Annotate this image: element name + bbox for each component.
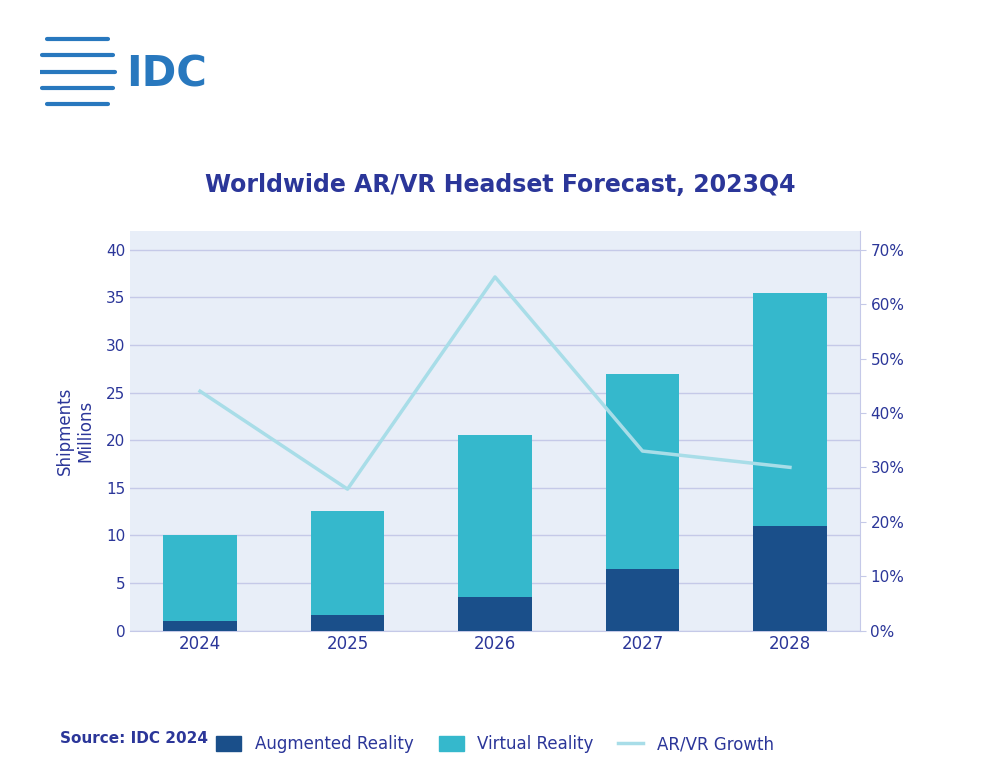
Text: Source: IDC 2024: Source: IDC 2024 bbox=[60, 731, 208, 746]
Bar bbox=[606, 569, 679, 631]
Bar bbox=[163, 535, 237, 621]
Bar bbox=[753, 292, 827, 526]
Bar bbox=[753, 526, 827, 631]
Bar bbox=[458, 598, 532, 631]
Bar bbox=[311, 511, 384, 615]
Bar bbox=[606, 374, 679, 569]
Y-axis label: Shipments
Millions: Shipments Millions bbox=[56, 387, 95, 474]
Bar bbox=[163, 621, 237, 631]
Bar bbox=[311, 615, 384, 631]
Text: IDC: IDC bbox=[126, 54, 207, 96]
Bar bbox=[458, 435, 532, 598]
Text: Worldwide AR/VR Headset Forecast, 2023Q4: Worldwide AR/VR Headset Forecast, 2023Q4 bbox=[205, 172, 795, 197]
Legend: Augmented Reality, Virtual Reality, AR/VR Growth: Augmented Reality, Virtual Reality, AR/V… bbox=[208, 727, 782, 761]
